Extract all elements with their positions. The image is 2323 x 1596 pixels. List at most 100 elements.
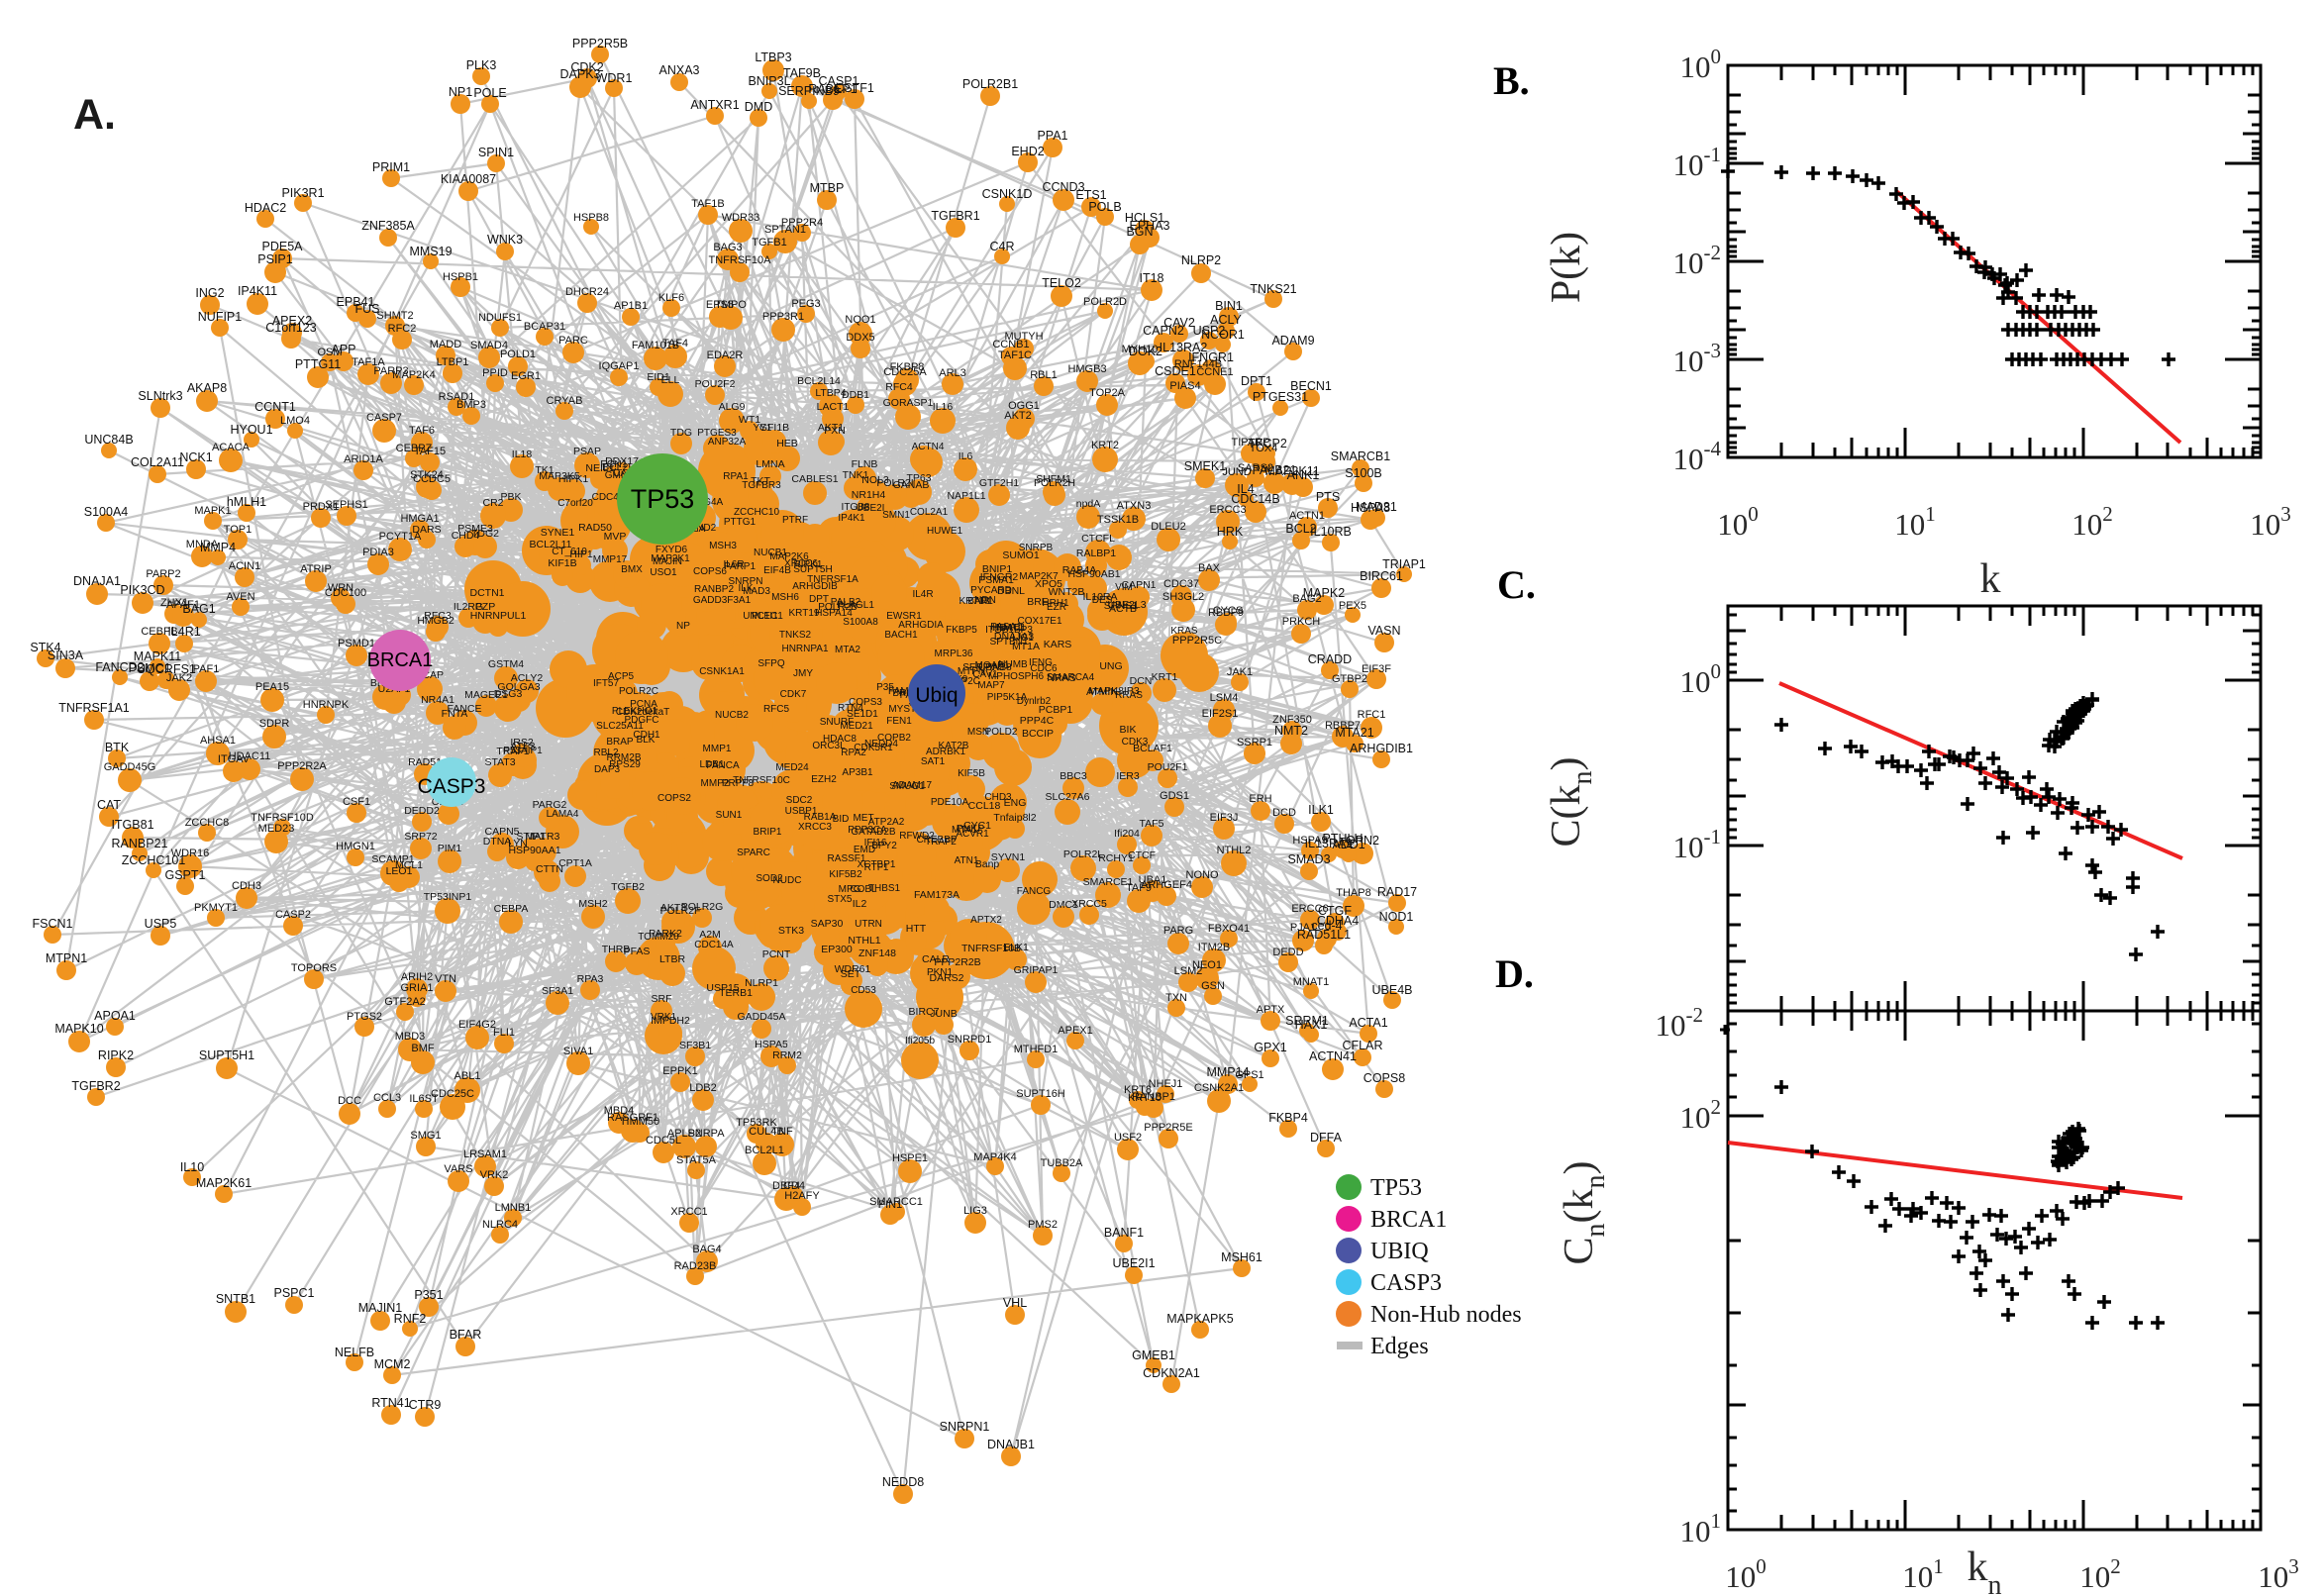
svg-text:BIRC7: BIRC7 [909,1006,940,1018]
svg-text:KIF5B2: KIF5B2 [829,869,862,880]
svg-text:PEX5: PEX5 [1339,600,1366,612]
svg-text:RBBP7: RBBP7 [1325,720,1361,732]
svg-text:CYC1: CYC1 [963,820,991,832]
svg-text:SRRM1: SRRM1 [1285,1014,1329,1028]
svg-text:DPT: DPT [809,594,829,605]
svg-text:PEG3: PEG3 [791,298,820,310]
svg-text:HRH1: HRH1 [1042,598,1069,609]
svg-text:MAP2K7: MAP2K7 [1019,571,1059,582]
svg-text:USBP1: USBP1 [785,806,818,817]
svg-text:GSN: GSN [1201,980,1225,992]
svg-text:IL18: IL18 [512,449,533,460]
svg-text:MAPK8IP3: MAPK8IP3 [1088,685,1140,697]
svg-text:CEBPZ: CEBPZ [396,443,433,454]
svg-text:NP1: NP1 [449,85,472,99]
svg-text:TNFRSF10A: TNFRSF10A [709,254,772,266]
svg-text:VTN: VTN [435,973,456,985]
svg-text:HSPA5: HSPA5 [755,1039,788,1050]
svg-text:SNTB1: SNTB1 [216,1292,255,1306]
svg-text:PIP5K1A: PIP5K1A [987,692,1028,703]
svg-text:SLC25A11: SLC25A11 [596,721,644,732]
svg-text:EZR: EZR [1047,602,1066,613]
svg-text:USP15: USP15 [706,982,739,994]
svg-text:ATRIP: ATRIP [300,563,332,575]
svg-text:PARP2: PARP2 [146,568,180,580]
svg-text:PSIP1: PSIP1 [257,252,292,266]
svg-text:PCYT1A: PCYT1A [379,531,422,543]
svg-text:CR2: CR2 [482,497,503,509]
svg-text:COL2A1: COL2A1 [910,507,949,518]
svg-text:DNAJB1: DNAJB1 [987,1438,1035,1451]
svg-text:IL16: IL16 [933,401,954,413]
svg-text:SERPINB8: SERPINB8 [962,662,1012,673]
svg-text:SIVA1: SIVA1 [563,1046,593,1057]
svg-text:SLNtrk3: SLNtrk3 [138,389,182,403]
svg-text:AVEN: AVEN [226,591,254,603]
svg-text:DBF4: DBF4 [772,1180,800,1192]
svg-text:RTN4: RTN4 [838,703,863,714]
svg-text:RFWD2: RFWD2 [899,831,935,842]
svg-text:NTHL1: NTHL1 [848,935,880,947]
svg-text:TOP2A: TOP2A [1089,387,1126,399]
svg-text:PFAS: PFAS [624,946,651,957]
svg-text:IL4R1: IL4R1 [167,625,200,639]
svg-text:PALB21: PALB21 [1253,463,1297,477]
svg-text:KAT2B: KAT2B [939,741,969,751]
svg-text:KRT10: KRT10 [1128,1092,1162,1104]
svg-text:UBA3: UBA3 [978,662,1005,673]
svg-text:TNKS21: TNKS21 [1250,282,1296,296]
svg-text:NR1H4: NR1H4 [852,489,886,501]
svg-text:IFT57: IFT57 [593,678,620,689]
svg-text:BRCA1: BRCA1 [367,649,434,671]
svg-text:FEN1: FEN1 [886,716,912,727]
svg-text:ANXA3: ANXA3 [659,63,700,77]
svg-text:ARHGDIB: ARHGDIB [792,581,838,592]
svg-text:POLR2I: POLR2I [876,477,913,489]
svg-text:ACTN1: ACTN1 [1289,510,1325,522]
svg-text:FBXO41: FBXO41 [1208,923,1250,935]
svg-text:TGFBR1: TGFBR1 [931,209,979,223]
svg-text:SLC27A6: SLC27A6 [1046,791,1090,803]
svg-text:BCL2: BCL2 [1285,522,1316,536]
svg-text:PTTG1: PTTG1 [724,517,757,528]
svg-text:AKAP8: AKAP8 [187,381,227,395]
svg-text:UBE2I1: UBE2I1 [1112,1256,1155,1270]
svg-text:MBD4: MBD4 [604,1105,635,1117]
svg-text:GRIA1: GRIA1 [400,982,433,994]
svg-text:RAB4A: RAB4A [1062,564,1096,576]
svg-text:Non-Hub nodes: Non-Hub nodes [1370,1302,1522,1328]
svg-text:PCNA: PCNA [630,699,657,710]
svg-text:SERPINB9: SERPINB9 [778,84,840,98]
svg-text:MED23: MED23 [258,823,295,835]
svg-text:NUMB: NUMB [998,659,1028,670]
svg-text:GADD3F3A1: GADD3F3A1 [693,595,752,606]
svg-text:POU2F1: POU2F1 [1148,761,1188,773]
svg-text:IL2: IL2 [853,898,867,910]
svg-text:EPPK1: EPPK1 [662,1065,697,1077]
svg-text:EHD2: EHD2 [1011,145,1044,158]
svg-text:CDC37: CDC37 [1163,578,1199,590]
svg-text:FANCD2: FANCD2 [95,660,144,674]
svg-text:PIN1: PIN1 [878,1199,902,1211]
svg-text:MMP2: MMP2 [701,778,730,789]
svg-text:POLR2B1: POLR2B1 [962,77,1018,91]
svg-text:BMP3: BMP3 [456,399,486,411]
svg-text:DTNA: DTNA [483,836,512,848]
svg-text:FANCG: FANCG [1017,886,1052,897]
svg-text:BNIP1: BNIP1 [982,563,1013,575]
svg-text:MTPN: MTPN [958,666,985,677]
svg-text:PSMA1: PSMA1 [978,574,1014,586]
svg-text:C.: C. [1497,562,1536,607]
svg-text:MNAT1: MNAT1 [1293,976,1329,988]
svg-text:XRCC5: XRCC5 [1071,898,1107,910]
svg-text:NONO: NONO [1186,869,1219,881]
svg-text:ERCC6: ERCC6 [1291,903,1328,915]
svg-text:TOX4: TOX4 [1250,443,1278,454]
svg-text:PARP3: PARP3 [373,365,408,377]
svg-text:H2AFY: H2AFY [784,1190,820,1202]
svg-text:STAT3: STAT3 [484,756,515,768]
svg-text:AKT1: AKT1 [818,422,844,434]
svg-text:CCDC5: CCDC5 [413,473,451,485]
svg-text:TNFRSF10D: TNFRSF10D [251,812,314,824]
svg-text:BRIP1: BRIP1 [754,827,782,838]
